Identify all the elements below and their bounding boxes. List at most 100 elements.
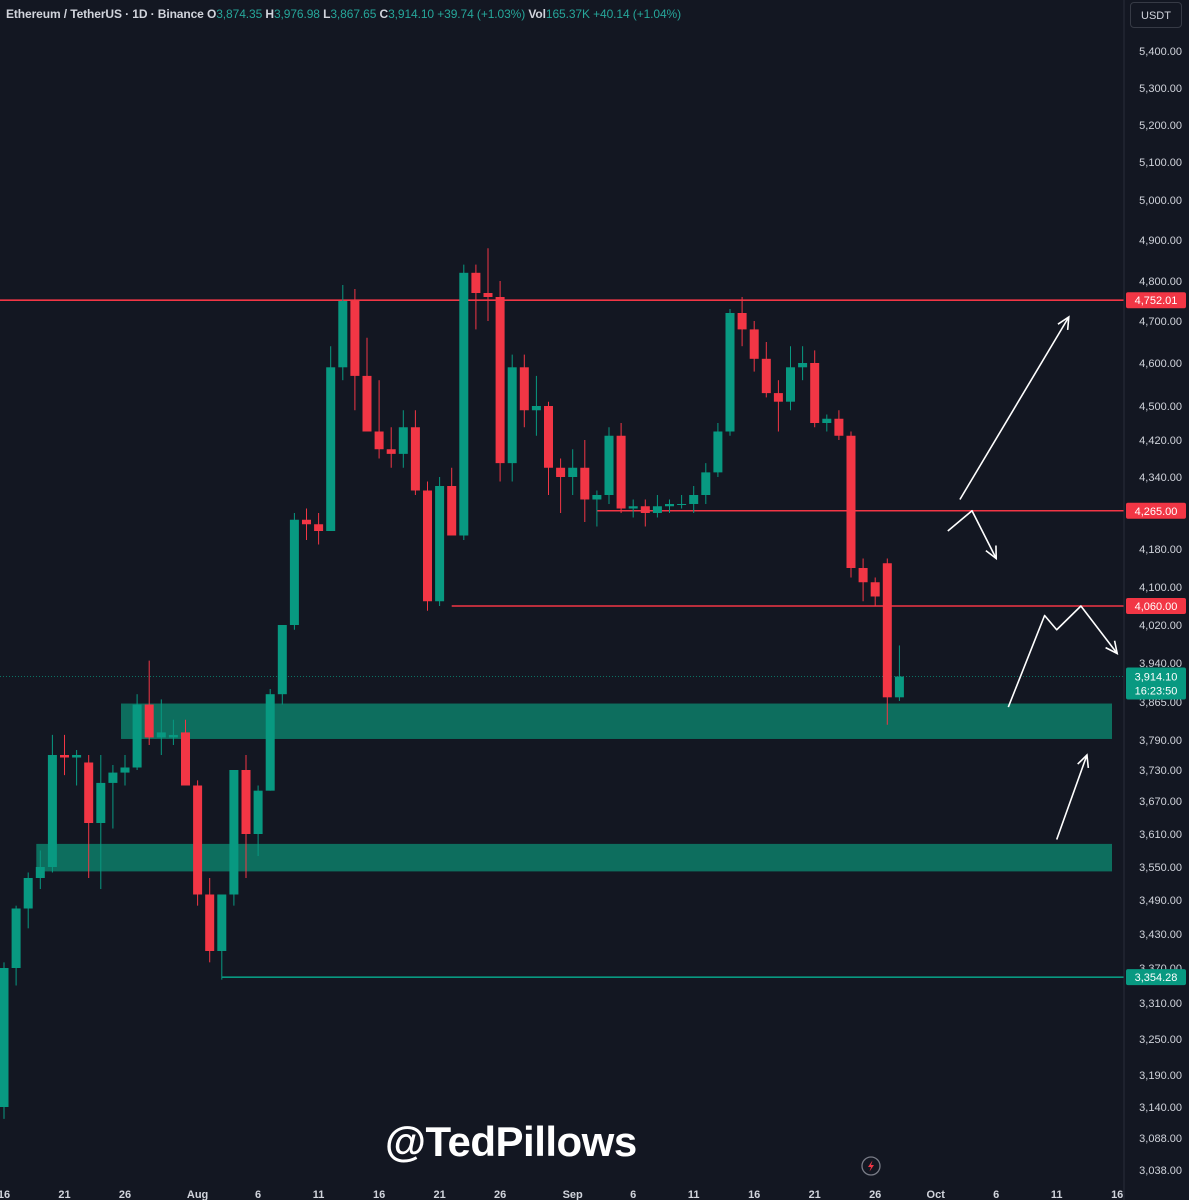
candle xyxy=(362,337,372,432)
candle xyxy=(689,486,699,513)
candle-body xyxy=(11,908,21,968)
price-tick-label: 3,940.00 xyxy=(1139,658,1182,670)
candle-body xyxy=(156,732,166,738)
candle xyxy=(677,495,687,509)
price-tick-label: 3,790.00 xyxy=(1139,735,1182,747)
candle xyxy=(761,342,771,398)
price-levels xyxy=(0,299,1124,978)
candle xyxy=(471,264,481,330)
price-axis[interactable]: 5,400.00 5,300.00 5,200.00 5,100.00 5,000.00… xyxy=(1139,46,1182,1177)
candle-body xyxy=(217,894,227,951)
level-price-tag-1 xyxy=(1126,292,1186,309)
candle-body xyxy=(483,293,493,297)
time-tick-label: 16 xyxy=(748,1189,760,1200)
time-axis[interactable]: 16 21 26 Aug 6 11 16 21 26 Sep 6 11 16 21 26 Oct 6 11 16 xyxy=(0,1189,1123,1200)
candle-body xyxy=(798,363,808,368)
last-price-tag xyxy=(1126,667,1186,700)
candle-body xyxy=(531,406,541,411)
candle-body xyxy=(302,519,311,525)
candle xyxy=(894,645,904,701)
candle xyxy=(447,467,457,536)
symbol-title[interactable]: Ethereum / TetherUS · 1D · Binance xyxy=(6,7,204,21)
candle-body xyxy=(822,418,832,423)
candle-body xyxy=(580,467,590,500)
candle-body xyxy=(665,504,674,507)
candle xyxy=(193,780,203,906)
time-tick-label: 6 xyxy=(993,1189,999,1200)
time-tick-label: 16 xyxy=(0,1189,10,1200)
arrow-path xyxy=(947,509,997,559)
candle xyxy=(338,285,348,381)
time-tick-label: Aug xyxy=(187,1189,208,1200)
price-tick-label: 3,038.00 xyxy=(1139,1165,1182,1177)
price-tick-label: 4,800.00 xyxy=(1139,276,1182,288)
candle xyxy=(35,850,45,889)
candle-body xyxy=(205,894,215,951)
candle-body xyxy=(786,367,795,402)
candle xyxy=(23,872,33,929)
price-tick-label: 4,100.00 xyxy=(1139,582,1182,594)
candle-body xyxy=(193,785,203,895)
price-tick-label: 4,340.00 xyxy=(1139,472,1182,484)
candle xyxy=(531,375,541,436)
candle-body xyxy=(507,367,517,464)
candle xyxy=(459,264,469,540)
time-tick-label: 11 xyxy=(313,1189,325,1200)
candle xyxy=(725,309,735,436)
volume-value: 165.37K xyxy=(545,7,590,21)
lightning-icon[interactable] xyxy=(861,1156,881,1176)
candle-body xyxy=(423,490,432,602)
projection-arrow-3 xyxy=(1007,605,1119,708)
candle-body xyxy=(435,486,445,602)
candle xyxy=(84,755,94,878)
level-price-tag-text: 4,265.00 xyxy=(1135,506,1178,518)
arrow-path xyxy=(959,316,1070,500)
candle-body xyxy=(386,449,396,454)
price-tick-label: 3,610.00 xyxy=(1139,829,1182,841)
candle-body xyxy=(0,968,9,1107)
candle-body xyxy=(84,762,94,823)
arrow-head xyxy=(985,545,998,561)
price-tick-label: 3,730.00 xyxy=(1139,765,1182,777)
candle-body xyxy=(181,732,190,786)
candle xyxy=(580,440,590,522)
candle xyxy=(72,750,82,786)
candle-body xyxy=(846,435,856,568)
price-tick-label: 3,430.00 xyxy=(1139,929,1182,941)
candle-body xyxy=(689,495,699,504)
candle-body xyxy=(858,568,868,583)
price-tick-label: 4,020.00 xyxy=(1139,620,1182,632)
support-zone-2 xyxy=(36,843,1112,872)
price-tick-label: 4,600.00 xyxy=(1139,358,1182,370)
price-tick-label: 3,865.00 xyxy=(1139,697,1182,709)
price-tick-label: 3,310.00 xyxy=(1139,998,1182,1010)
time-tick-label: 26 xyxy=(494,1189,506,1200)
currency-button[interactable]: USDT xyxy=(1130,2,1182,28)
candle-body xyxy=(168,734,178,738)
time-tick-label: Oct xyxy=(927,1189,946,1200)
candle-body xyxy=(60,755,69,758)
open-value: 3,874.35 xyxy=(216,7,263,21)
candle xyxy=(519,354,529,428)
price-tick-label: 3,140.00 xyxy=(1139,1102,1182,1114)
candle-body xyxy=(592,495,602,500)
candle xyxy=(132,694,142,770)
candle-body xyxy=(749,329,759,359)
high-value: 3,976.98 xyxy=(273,7,320,21)
time-tick-label: Sep xyxy=(563,1189,583,1200)
candle xyxy=(108,765,118,829)
level-price-tag-3 xyxy=(1126,598,1186,614)
arrow-path xyxy=(1055,754,1088,840)
candle xyxy=(11,905,21,986)
candle xyxy=(168,719,178,745)
candle xyxy=(60,734,69,776)
candle-body xyxy=(23,878,33,909)
candle xyxy=(241,755,251,878)
price-tick-label: 3,088.00 xyxy=(1139,1133,1182,1145)
candle-body xyxy=(35,867,45,878)
support-zone-1 xyxy=(121,703,1112,739)
candle xyxy=(423,481,432,611)
candle xyxy=(652,495,662,518)
candle-body xyxy=(701,472,711,495)
